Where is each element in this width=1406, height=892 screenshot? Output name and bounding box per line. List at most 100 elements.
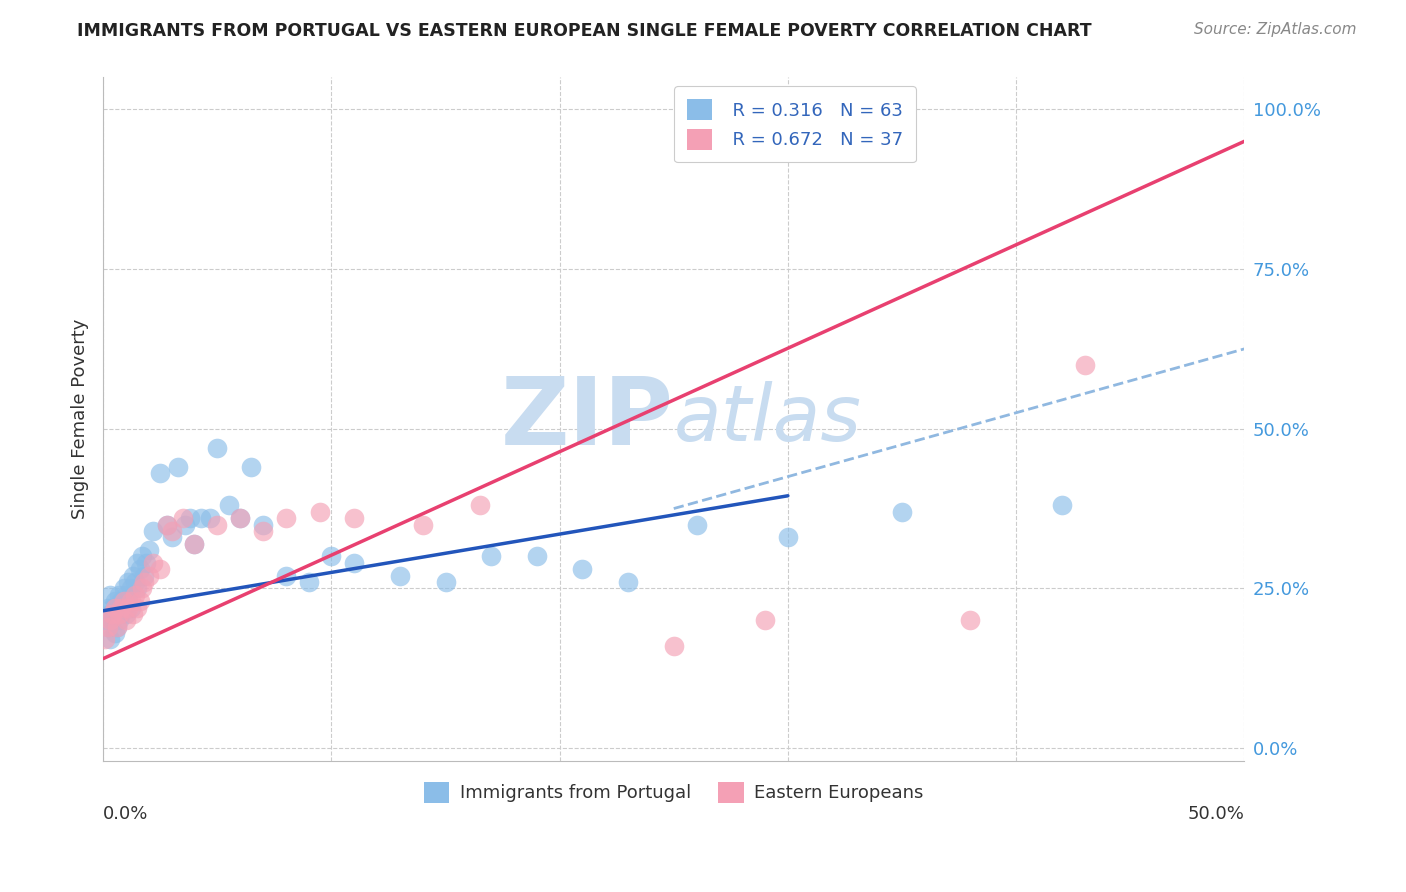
Point [124, 588, 146, 602]
Point [97, 620, 120, 634]
Point [101, 600, 124, 615]
Text: Source: ZipAtlas.com: Source: ZipAtlas.com [1194, 22, 1357, 37]
Point [134, 568, 156, 582]
Point [321, 549, 343, 564]
Point [142, 556, 165, 570]
Point [112, 594, 135, 608]
Point [98, 607, 121, 621]
Point [343, 511, 366, 525]
Point [229, 511, 252, 525]
Point [115, 607, 138, 621]
Point [105, 620, 128, 634]
Point [179, 511, 201, 525]
Point [120, 594, 142, 608]
Point [160, 530, 183, 544]
Point [468, 499, 491, 513]
Point [174, 517, 197, 532]
Point [1050, 499, 1073, 513]
Text: atlas: atlas [673, 381, 862, 457]
Point [274, 511, 297, 525]
Point [105, 620, 128, 634]
Point [134, 574, 156, 589]
Point [343, 556, 366, 570]
Point [167, 460, 190, 475]
Point [776, 530, 799, 544]
Point [149, 467, 172, 481]
Point [240, 460, 263, 475]
Point [149, 562, 172, 576]
Point [252, 517, 274, 532]
Point [103, 594, 125, 608]
Point [190, 511, 212, 525]
Point [138, 568, 160, 582]
Point [207, 517, 229, 532]
Point [156, 517, 179, 532]
Point [98, 588, 121, 602]
Point [112, 600, 135, 615]
Point [97, 600, 120, 615]
Point [121, 568, 143, 582]
Point [115, 613, 138, 627]
Point [108, 607, 131, 621]
Point [103, 600, 125, 615]
Point [117, 600, 139, 615]
Point [127, 582, 149, 596]
Point [891, 505, 914, 519]
Point [108, 613, 131, 627]
Point [101, 607, 124, 621]
Point [112, 582, 135, 596]
Point [309, 505, 332, 519]
Point [127, 600, 149, 615]
Point [124, 574, 146, 589]
Text: 0.0%: 0.0% [103, 805, 149, 823]
Point [105, 600, 128, 615]
Point [98, 613, 121, 627]
Point [252, 524, 274, 538]
Text: ZIP: ZIP [501, 373, 673, 465]
Point [959, 613, 981, 627]
Point [142, 524, 165, 538]
Point [94, 632, 117, 647]
Point [229, 511, 252, 525]
Point [172, 511, 194, 525]
Point [274, 568, 297, 582]
Point [662, 639, 685, 653]
Point [103, 626, 125, 640]
Point [110, 607, 132, 621]
Point [120, 600, 142, 615]
Point [101, 613, 124, 627]
Point [131, 582, 153, 596]
Point [571, 562, 593, 576]
Point [120, 582, 142, 596]
Point [1073, 358, 1095, 372]
Point [110, 600, 132, 615]
Text: 50.0%: 50.0% [1188, 805, 1244, 823]
Point [108, 588, 131, 602]
Point [128, 594, 150, 608]
Point [138, 543, 160, 558]
Legend: Immigrants from Portugal, Eastern Europeans: Immigrants from Portugal, Eastern Europe… [416, 774, 931, 810]
Y-axis label: Single Female Poverty: Single Female Poverty [72, 319, 89, 519]
Point [117, 574, 139, 589]
Point [412, 517, 434, 532]
Point [103, 607, 125, 621]
Point [685, 517, 707, 532]
Point [117, 594, 139, 608]
Point [160, 524, 183, 538]
Point [200, 511, 222, 525]
Point [388, 568, 411, 582]
Point [218, 499, 240, 513]
Text: IMMIGRANTS FROM PORTUGAL VS EASTERN EUROPEAN SINGLE FEMALE POVERTY CORRELATION C: IMMIGRANTS FROM PORTUGAL VS EASTERN EURO… [77, 22, 1092, 40]
Point [127, 556, 149, 570]
Point [183, 537, 205, 551]
Point [297, 574, 319, 589]
Point [617, 574, 640, 589]
Point [128, 562, 150, 576]
Point [115, 588, 138, 602]
Point [98, 632, 121, 647]
Point [135, 556, 157, 570]
Point [110, 594, 132, 608]
Point [526, 549, 548, 564]
Point [207, 441, 229, 455]
Point [754, 613, 776, 627]
